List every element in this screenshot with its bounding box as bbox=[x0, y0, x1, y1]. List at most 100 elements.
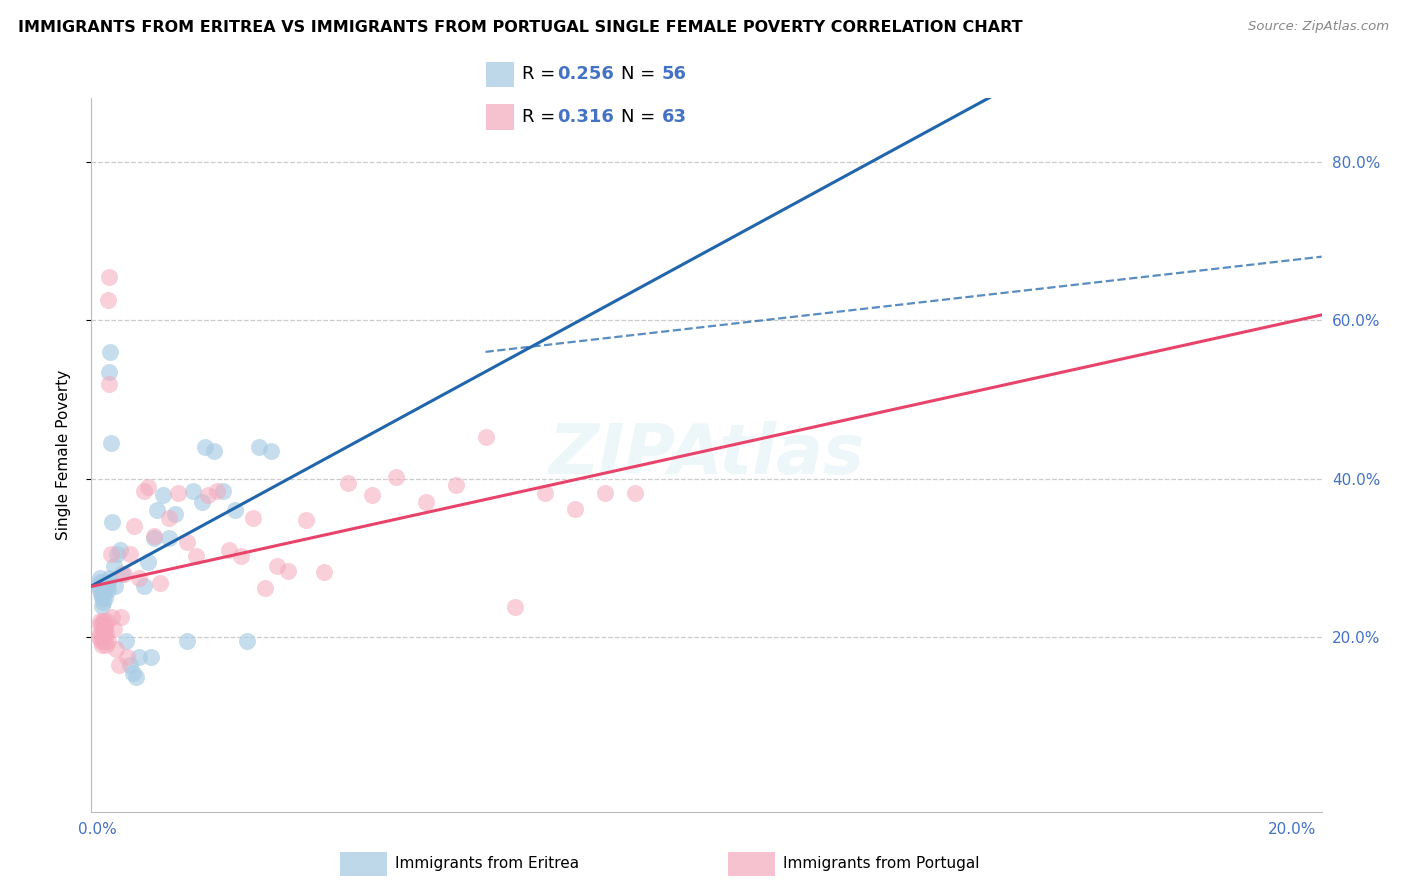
Point bbox=[94, 591, 117, 605]
Point bbox=[143, 531, 166, 545]
Point bbox=[136, 555, 159, 569]
Point bbox=[97, 582, 120, 597]
Point bbox=[337, 475, 360, 490]
Point bbox=[100, 547, 122, 561]
Bar bbox=[486, 104, 513, 130]
Point bbox=[91, 574, 114, 589]
Point bbox=[505, 600, 527, 615]
Bar bbox=[728, 852, 775, 876]
Text: 0.316: 0.316 bbox=[558, 108, 614, 126]
Point bbox=[108, 658, 131, 673]
Point bbox=[361, 487, 384, 501]
Point bbox=[157, 531, 180, 545]
Text: Source: ZipAtlas.com: Source: ZipAtlas.com bbox=[1249, 20, 1389, 33]
Point bbox=[91, 615, 114, 629]
Point bbox=[89, 615, 111, 629]
Point bbox=[94, 579, 117, 593]
Point bbox=[89, 618, 111, 632]
Point bbox=[139, 650, 162, 665]
Point bbox=[593, 486, 616, 500]
Text: IMMIGRANTS FROM ERITREA VS IMMIGRANTS FROM PORTUGAL SINGLE FEMALE POVERTY CORREL: IMMIGRANTS FROM ERITREA VS IMMIGRANTS FR… bbox=[18, 20, 1024, 35]
Text: ZIPAtlas: ZIPAtlas bbox=[548, 421, 865, 489]
Point bbox=[247, 440, 270, 454]
Point bbox=[103, 558, 125, 573]
Text: Immigrants from Eritrea: Immigrants from Eritrea bbox=[395, 855, 579, 871]
Point bbox=[89, 579, 111, 593]
Point bbox=[115, 650, 138, 665]
Point bbox=[93, 623, 115, 637]
Point bbox=[91, 638, 114, 652]
Point bbox=[176, 535, 198, 549]
Point bbox=[96, 579, 118, 593]
Point bbox=[90, 579, 112, 593]
Point bbox=[132, 579, 155, 593]
Point bbox=[218, 543, 240, 558]
Point bbox=[564, 501, 586, 516]
Point bbox=[93, 582, 115, 597]
Point bbox=[96, 634, 118, 648]
Point bbox=[96, 574, 118, 589]
Point bbox=[94, 579, 117, 593]
Point bbox=[211, 483, 233, 498]
Point bbox=[149, 576, 172, 591]
Point bbox=[111, 566, 134, 581]
Point bbox=[152, 487, 174, 501]
Point bbox=[157, 511, 180, 525]
Point bbox=[93, 574, 115, 589]
Point bbox=[96, 626, 118, 640]
Point bbox=[101, 516, 124, 530]
Point bbox=[184, 549, 207, 564]
Point bbox=[91, 626, 114, 640]
Point bbox=[191, 495, 214, 509]
Point bbox=[197, 487, 219, 501]
Point bbox=[259, 444, 281, 458]
Point bbox=[253, 581, 276, 595]
Point bbox=[105, 547, 128, 561]
Point bbox=[415, 495, 437, 509]
Point bbox=[235, 634, 257, 648]
Point bbox=[93, 626, 115, 640]
Point bbox=[89, 630, 111, 644]
Point bbox=[90, 634, 112, 648]
Point bbox=[89, 571, 111, 585]
Point bbox=[98, 376, 121, 391]
Point bbox=[229, 549, 252, 563]
Point bbox=[97, 571, 120, 585]
Text: N =: N = bbox=[620, 108, 661, 126]
Point bbox=[89, 574, 111, 589]
Point bbox=[98, 365, 121, 379]
Y-axis label: Single Female Poverty: Single Female Poverty bbox=[56, 370, 70, 540]
Point bbox=[94, 630, 117, 644]
Point bbox=[115, 634, 138, 648]
Point bbox=[202, 444, 225, 458]
Text: Immigrants from Portugal: Immigrants from Portugal bbox=[783, 855, 980, 871]
Point bbox=[128, 650, 150, 665]
Point bbox=[122, 665, 145, 680]
Point bbox=[96, 574, 118, 589]
Point bbox=[105, 642, 128, 657]
Point bbox=[444, 478, 467, 492]
Point bbox=[112, 566, 135, 581]
Point bbox=[96, 579, 118, 593]
Point bbox=[205, 483, 228, 498]
Point bbox=[124, 519, 146, 533]
Point bbox=[91, 587, 114, 601]
Point bbox=[100, 436, 122, 450]
Point bbox=[624, 486, 647, 500]
Point bbox=[128, 571, 150, 585]
Point bbox=[93, 579, 115, 593]
Point bbox=[97, 269, 120, 284]
Point bbox=[110, 610, 132, 624]
Point bbox=[89, 582, 111, 597]
Point bbox=[90, 591, 112, 605]
Text: 56: 56 bbox=[662, 65, 686, 83]
Point bbox=[120, 547, 142, 561]
Point bbox=[104, 579, 127, 593]
Point bbox=[136, 480, 159, 494]
Point bbox=[132, 483, 155, 498]
Text: 0.256: 0.256 bbox=[558, 65, 614, 83]
Point bbox=[91, 594, 114, 608]
Point bbox=[242, 511, 264, 525]
Point bbox=[90, 630, 112, 644]
Point bbox=[295, 513, 318, 527]
